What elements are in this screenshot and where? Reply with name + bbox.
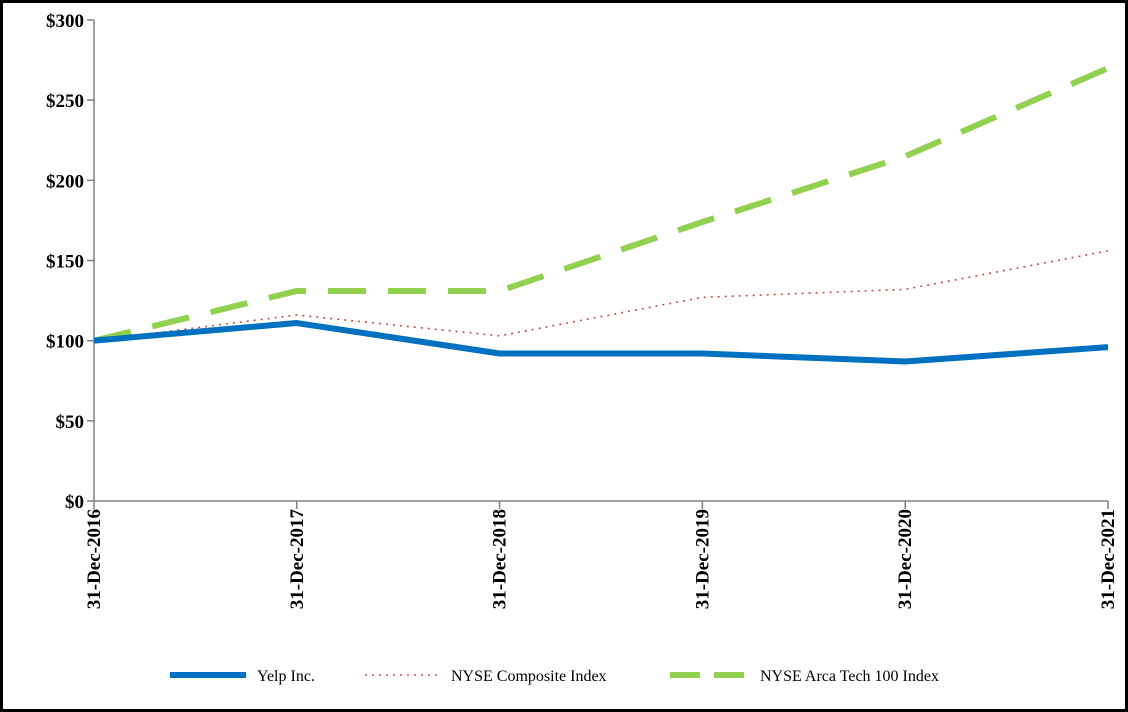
x-tick-label: 31-Dec-2020 (895, 509, 916, 609)
x-tick-label: 31-Dec-2019 (692, 509, 713, 609)
chart-axes: $0 $50 $100 $150 $200 $250 $300 31-Dec-2016 31-D… (46, 11, 1119, 609)
series-line-yelp-inc- (93, 320, 1109, 365)
legend-label: NYSE Arca Tech 100 Index (760, 668, 939, 685)
chart-series (93, 65, 1110, 365)
legend-label: Yelp Inc. (257, 668, 315, 685)
y-tick-label: $150 (46, 252, 84, 273)
series-line-nyse-composite-index (93, 250, 1109, 342)
y-tick-label: $50 (56, 412, 85, 433)
x-tick-label: 31-Dec-2021 (1098, 509, 1119, 609)
x-tick-label: 31-Dec-2016 (84, 509, 105, 609)
y-tick-label: $100 (46, 332, 84, 353)
x-tick-label: 31-Dec-2017 (287, 509, 308, 610)
y-tick-label: $250 (46, 91, 84, 112)
y-tick-label: $200 (46, 171, 84, 192)
legend-label: NYSE Composite Index (451, 668, 607, 685)
chart-legend: Yelp Inc. NYSE Composite Index NYSE Arca T… (170, 668, 939, 685)
series-line-nyse-arca-tech-100-index (93, 65, 1110, 344)
x-tick-label: 31-Dec-2018 (490, 509, 511, 609)
y-tick-label: $0 (65, 492, 84, 513)
y-tick-label: $300 (46, 11, 84, 32)
